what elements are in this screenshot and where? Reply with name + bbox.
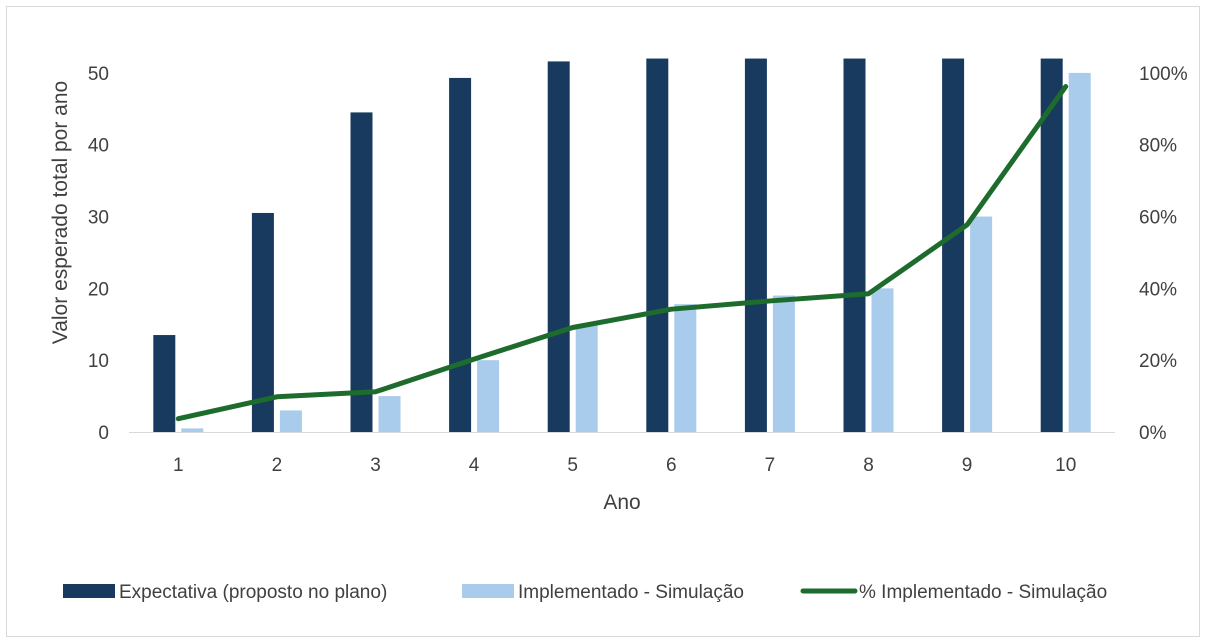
- bar-expectativa-1: [153, 335, 176, 432]
- y2-tick-label: 60%: [1139, 208, 1177, 229]
- bar-expectativa-5: [547, 61, 570, 432]
- y2-tick-label: 80%: [1139, 136, 1177, 157]
- legend-swatch: [462, 584, 514, 598]
- bar-implementado-9: [970, 216, 993, 432]
- y-axis-label: Valor esperado total por ano: [49, 81, 72, 344]
- y2-tick-label: 20%: [1139, 351, 1177, 372]
- y-tick-label: 30: [88, 208, 109, 229]
- x-axis-ticks: 1 2 3 4 5 6 7 8 9 10: [173, 455, 1076, 476]
- bar-expectativa-4: [449, 77, 472, 432]
- legend: Expectativa (proposto no plano) Implement…: [63, 582, 1107, 603]
- bar-expectativa-6: [646, 58, 669, 432]
- x-tick-label: 6: [666, 455, 677, 476]
- legend-swatch: [63, 584, 115, 598]
- x-tick-label: 10: [1055, 455, 1076, 476]
- y2-tick-label: 0%: [1139, 423, 1167, 444]
- bar-expectativa-8: [843, 58, 866, 432]
- x-tick-label: 5: [567, 455, 578, 476]
- bar-expectativa-2: [251, 212, 274, 432]
- y2-tick-label: 40%: [1139, 279, 1177, 300]
- chart-frame: 0 10 20 30 40 50 0% 20% 40% 60% 80% 100% 1 2 3 4 5 6 7 8 9…: [6, 6, 1200, 637]
- bar-expectativa-10: [1040, 58, 1063, 432]
- bar-implementado-3: [378, 396, 401, 432]
- y-axis-ticks: 0 10 20 30 40 50: [88, 64, 109, 444]
- x-tick-label: 7: [765, 455, 776, 476]
- bar-expectativa-3: [350, 112, 373, 432]
- legend-label: % Implementado - Simulação: [859, 582, 1107, 603]
- x-axis-label: Ano: [603, 491, 640, 514]
- y-tick-label: 50: [88, 64, 109, 85]
- x-tick-label: 9: [962, 455, 973, 476]
- x-tick-label: 1: [173, 455, 184, 476]
- bar-expectativa-7: [744, 58, 767, 432]
- bar-implementado-1: [181, 428, 204, 432]
- x-tick-label: 3: [370, 455, 381, 476]
- legend-label: Expectativa (proposto no plano): [119, 582, 387, 603]
- x-tick-label: 4: [469, 455, 480, 476]
- legend-item-pct-implementado: % Implementado - Simulação: [800, 582, 1107, 603]
- legend-label: Implementado - Simulação: [518, 582, 744, 603]
- x-tick-label: 8: [863, 455, 874, 476]
- y2-tick-label: 100%: [1139, 64, 1188, 85]
- legend-item-expectativa: Expectativa (proposto no plano): [63, 582, 387, 603]
- bar-expectativa-9: [942, 58, 965, 432]
- bar-implementado-10: [1068, 72, 1091, 432]
- bar-implementado-8: [871, 288, 894, 432]
- bar-implementado-4: [477, 360, 500, 432]
- y-tick-label: 40: [88, 136, 109, 157]
- line-pct-implementado: [175, 84, 1069, 422]
- bar-implementado-5: [575, 324, 598, 432]
- y-tick-label: 20: [88, 279, 109, 300]
- y-tick-label: 10: [88, 351, 109, 372]
- x-tick-label: 2: [272, 455, 283, 476]
- y2-axis-ticks: 0% 20% 40% 60% 80% 100%: [1139, 64, 1188, 444]
- bar-implementado-6: [674, 304, 697, 432]
- legend-item-implementado: Implementado - Simulação: [462, 582, 744, 603]
- y-tick-label: 0: [98, 423, 109, 444]
- bar-implementado-7: [772, 295, 795, 432]
- chart-svg: 0 10 20 30 40 50 0% 20% 40% 60% 80% 100% 1 2 3 4 5 6 7 8 9…: [49, 58, 1188, 603]
- bar-implementado-2: [279, 410, 302, 432]
- plot-area: [153, 58, 1091, 432]
